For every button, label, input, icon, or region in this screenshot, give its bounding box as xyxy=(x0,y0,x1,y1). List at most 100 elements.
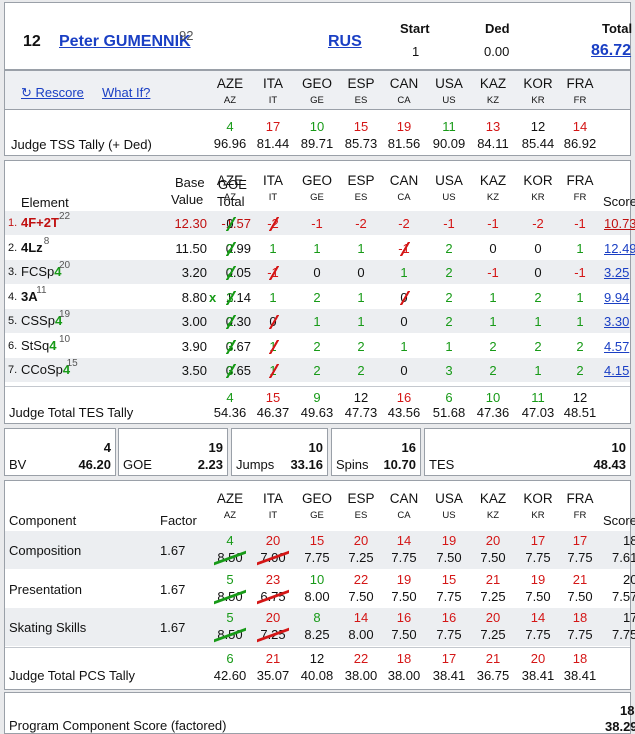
judge-goe-can: 0 xyxy=(400,314,408,329)
component-name: Composition xyxy=(9,543,82,558)
component-value: 7.75 xyxy=(525,627,551,642)
element-name[interactable]: 3A xyxy=(21,288,38,304)
tes-score: 47.73 xyxy=(344,405,378,420)
pcs-total-value: 38.29 xyxy=(605,719,635,734)
judge-flag-kor: KR xyxy=(531,510,545,521)
element-num: 3. xyxy=(8,266,18,278)
component-rank: 16 xyxy=(441,610,457,625)
element-base: 3.50 xyxy=(181,363,207,378)
judge-goe-geo: 1 xyxy=(313,240,321,256)
judge-goe-ita: 1 xyxy=(269,240,277,256)
judge-flag-ita: IT xyxy=(268,510,278,521)
element-row-bg xyxy=(5,309,630,333)
ded-value: 0.00 xyxy=(484,44,510,59)
judge-goe-esp: 1 xyxy=(357,240,365,256)
element-score-link[interactable]: 3.25 xyxy=(604,265,630,280)
element-score-link[interactable]: 9.94 xyxy=(604,289,630,305)
strike-mark xyxy=(398,290,412,305)
judge-flag-can: CA xyxy=(397,192,411,203)
tss-rank: 10 xyxy=(309,119,325,134)
element-code: CSSp xyxy=(21,313,55,328)
element-name[interactable]: StSq4 xyxy=(21,338,56,353)
element-sup: 15 xyxy=(66,358,78,369)
judge-goe-can: 1 xyxy=(400,265,408,280)
judge-goe-kaz: 1 xyxy=(489,289,497,305)
component-rank: 20 xyxy=(265,533,281,548)
component-row-bg xyxy=(5,608,630,646)
component-rank: 19 xyxy=(441,533,457,548)
judge-goe-fra: 1 xyxy=(576,289,584,305)
component-value: 7.75 xyxy=(304,550,330,565)
component-row: Presentation1.6758.50236.75108.00227.501… xyxy=(5,570,635,608)
judge-code-usa: USA xyxy=(435,491,463,506)
pcs-rank: 18 xyxy=(572,651,588,666)
component-rank: 20 xyxy=(485,610,501,625)
judge-code-geo: GEO xyxy=(301,491,332,506)
element-score-link[interactable]: 10.73 xyxy=(604,216,635,231)
component-value: 7.75 xyxy=(567,550,593,565)
element-bonus-x: x xyxy=(209,289,217,305)
judge-flag-can: CA xyxy=(397,510,411,521)
component-value: 7.50 xyxy=(348,588,374,604)
summary-box-bv: BV 4 46.20 xyxy=(4,428,116,476)
strike-mark xyxy=(267,266,281,280)
element-name[interactable]: 4Lz xyxy=(21,239,43,255)
pcs-rank: 22 xyxy=(353,651,369,666)
summary-label: Spins xyxy=(336,457,369,472)
judge-code-usa: USA xyxy=(435,173,463,188)
skater-name-link[interactable]: Peter GUMENNIK xyxy=(59,33,191,50)
judge-flag-aze: AZ xyxy=(223,192,237,203)
element-name[interactable]: CCoSp4 xyxy=(21,362,70,377)
tes-score: 43.56 xyxy=(387,405,421,420)
what-if-link[interactable]: What If? xyxy=(102,85,151,100)
component-value: 8.00 xyxy=(304,588,330,604)
component-rank: 15 xyxy=(309,533,325,548)
pcs-rank: 6 xyxy=(226,651,234,666)
nation-link[interactable]: RUS xyxy=(328,33,362,50)
element-base: 3.20 xyxy=(181,265,207,280)
element-sup: 20 xyxy=(59,260,71,271)
element-name[interactable]: 4F+2T xyxy=(21,215,59,230)
strike-mark xyxy=(214,587,246,606)
summary-label: TES xyxy=(429,457,455,472)
base-col-header-1: Base xyxy=(175,175,205,190)
element-score-link[interactable]: 12.49 xyxy=(604,240,635,256)
element-score-link[interactable]: 4.57 xyxy=(604,338,630,354)
judge-code-ita: ITA xyxy=(263,76,283,91)
component-col-header: Component xyxy=(9,513,77,528)
element-row[interactable]: 1.4F+2T2212.30-1.570-2-1-2-2-1-1-2-110.7… xyxy=(5,211,635,235)
judge-goe-geo: 1 xyxy=(313,314,321,329)
element-score-link[interactable]: 4.15 xyxy=(604,363,630,378)
base-col-header-2: Value xyxy=(171,192,204,207)
pcs-rank: 17 xyxy=(441,651,457,666)
rescore-link[interactable]: ↻ Rescore xyxy=(21,85,84,100)
element-name[interactable]: CSSp4 xyxy=(21,313,62,328)
tss-rank: 12 xyxy=(530,119,546,134)
judge-goe-esp: 1 xyxy=(357,314,365,329)
tss-header-row xyxy=(5,71,630,109)
component-rank: 14 xyxy=(530,610,546,625)
judge-goe-esp: 2 xyxy=(357,338,365,354)
component-score-rank: 18 xyxy=(623,533,635,548)
judge-goe-usa: -1 xyxy=(443,216,455,231)
component-rank: 16 xyxy=(396,610,412,625)
total-score-link[interactable]: 86.72 xyxy=(591,42,632,59)
tss-score: 81.56 xyxy=(387,136,421,151)
tes-rank: 11 xyxy=(531,390,545,405)
judge-goe-kaz: 2 xyxy=(489,363,497,378)
score-col-header: Score xyxy=(603,194,635,209)
component-value: 7.50 xyxy=(525,588,551,604)
component-rank: 5 xyxy=(226,610,234,625)
element-name[interactable]: FCSp4 xyxy=(21,264,61,279)
judge-flag-ita: IT xyxy=(268,95,278,106)
summary-box-spins: Spins 16 10.70 xyxy=(331,428,421,476)
judge-flag-kaz: KZ xyxy=(486,510,500,521)
element-score-link[interactable]: 3.30 xyxy=(604,314,630,329)
component-rank: 20 xyxy=(265,610,281,625)
